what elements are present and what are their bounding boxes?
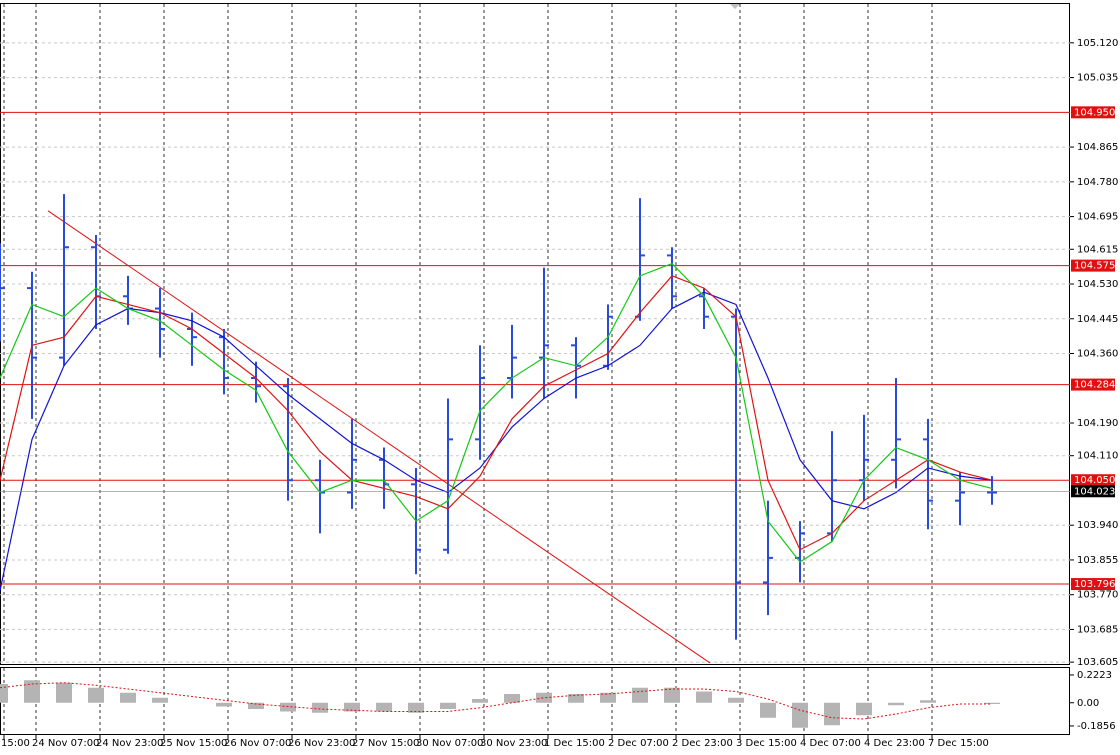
y-tick-label: 105.035 bbox=[1077, 73, 1118, 84]
y-tick-label: 104.530 bbox=[1077, 279, 1118, 290]
y-tick-label: 0.00 bbox=[1077, 698, 1099, 709]
histogram-bar bbox=[248, 702, 264, 709]
y-tick-label: 105.120 bbox=[1077, 38, 1118, 49]
x-tick-label: 27 Nov 15:00 bbox=[352, 738, 419, 749]
y-tick-label: 104.445 bbox=[1077, 314, 1118, 325]
level-label: 104.950 bbox=[1074, 107, 1115, 118]
y-tick-label: 104.110 bbox=[1077, 451, 1118, 462]
current-price-label: 104.023 bbox=[1074, 486, 1115, 497]
level-label-box bbox=[1071, 474, 1115, 487]
histogram-bar bbox=[568, 694, 584, 703]
shift-marker bbox=[730, 4, 740, 9]
x-tick-label: 24 Nov 23:00 bbox=[96, 738, 163, 749]
y-tick-label: 104.360 bbox=[1077, 349, 1118, 360]
histogram-bar bbox=[984, 702, 1000, 704]
x-tick-label: 3 Dec 15:00 bbox=[736, 738, 797, 749]
x-tick-label: 30 Nov 23:00 bbox=[480, 738, 547, 749]
histogram-bar bbox=[216, 702, 232, 707]
y-tick-label: 103.770 bbox=[1077, 590, 1118, 601]
level-label: 104.575 bbox=[1074, 261, 1115, 272]
moving-average bbox=[0, 275, 993, 551]
histogram-bar bbox=[920, 700, 936, 703]
histogram-bar bbox=[120, 692, 136, 703]
level-label: 104.284 bbox=[1074, 380, 1115, 391]
y-tick-label: 103.855 bbox=[1077, 555, 1118, 566]
y-tick-label: 103.685 bbox=[1077, 624, 1118, 635]
moving-average bbox=[0, 262, 993, 563]
histogram-bar bbox=[504, 694, 520, 703]
histogram-bar bbox=[440, 702, 456, 709]
level-label: 104.050 bbox=[1074, 475, 1115, 486]
trend-line bbox=[47, 210, 711, 664]
histogram-bar bbox=[888, 702, 904, 706]
x-tick-label: 4 Dec 23:00 bbox=[864, 738, 925, 749]
y-tick-label: -0.1856 bbox=[1077, 721, 1116, 732]
level-label-box bbox=[1071, 106, 1115, 119]
level-label-box bbox=[1071, 378, 1115, 391]
level-label-box bbox=[1071, 259, 1115, 272]
y-tick-label: 0.2223 bbox=[1077, 670, 1112, 681]
histogram-bar bbox=[728, 697, 744, 703]
histogram-bar bbox=[312, 702, 328, 713]
histogram-bar bbox=[280, 702, 296, 712]
x-tick-label: 26 Nov 07:00 bbox=[224, 738, 291, 749]
signal-line bbox=[0, 682, 992, 720]
histogram-bar bbox=[824, 702, 840, 726]
x-tick-label: 25 Nov 15:00 bbox=[160, 738, 227, 749]
y-tick-label: 103.940 bbox=[1077, 520, 1118, 531]
y-tick-label: 104.695 bbox=[1077, 212, 1118, 223]
histogram-bar bbox=[536, 692, 552, 703]
histogram-bar bbox=[344, 702, 360, 712]
current-price-box bbox=[1071, 485, 1115, 498]
y-tick-label: 104.780 bbox=[1077, 177, 1118, 188]
level-label: 103.796 bbox=[1074, 579, 1115, 590]
x-tick-label: 2 Dec 07:00 bbox=[608, 738, 669, 749]
histogram-bar bbox=[632, 687, 648, 703]
histogram-bar bbox=[24, 680, 40, 703]
histogram-bar bbox=[760, 702, 776, 718]
histogram-bar bbox=[472, 699, 488, 703]
histogram-bar bbox=[152, 697, 168, 703]
histogram-bar bbox=[792, 702, 808, 728]
x-tick-label: 30 Nov 07:00 bbox=[416, 738, 483, 749]
histogram-bar bbox=[408, 702, 424, 713]
x-tick-label: 15:00 bbox=[1, 738, 30, 749]
histogram-bar bbox=[0, 684, 8, 703]
x-tick-label: 2 Dec 23:00 bbox=[672, 738, 733, 749]
level-label-box bbox=[1071, 578, 1115, 591]
x-tick-label: 7 Dec 15:00 bbox=[928, 738, 989, 749]
histogram-bar bbox=[88, 687, 104, 703]
histogram-bar bbox=[56, 682, 72, 703]
y-tick-label: 104.190 bbox=[1077, 418, 1118, 429]
x-tick-label: 26 Nov 23:00 bbox=[288, 738, 355, 749]
y-tick-label: 104.865 bbox=[1077, 142, 1118, 153]
x-tick-label: 4 Dec 07:00 bbox=[800, 738, 861, 749]
y-tick-label: 103.605 bbox=[1077, 657, 1118, 668]
histogram-bar bbox=[600, 692, 616, 703]
y-tick-label: 104.615 bbox=[1077, 244, 1118, 255]
histogram-bar bbox=[376, 702, 392, 712]
x-tick-label: 24 Nov 07:00 bbox=[32, 738, 99, 749]
histogram-bar bbox=[664, 687, 680, 703]
x-tick-label: 1 Dec 15:00 bbox=[544, 738, 605, 749]
histogram-bar bbox=[696, 691, 712, 703]
histogram-bar bbox=[856, 702, 872, 716]
